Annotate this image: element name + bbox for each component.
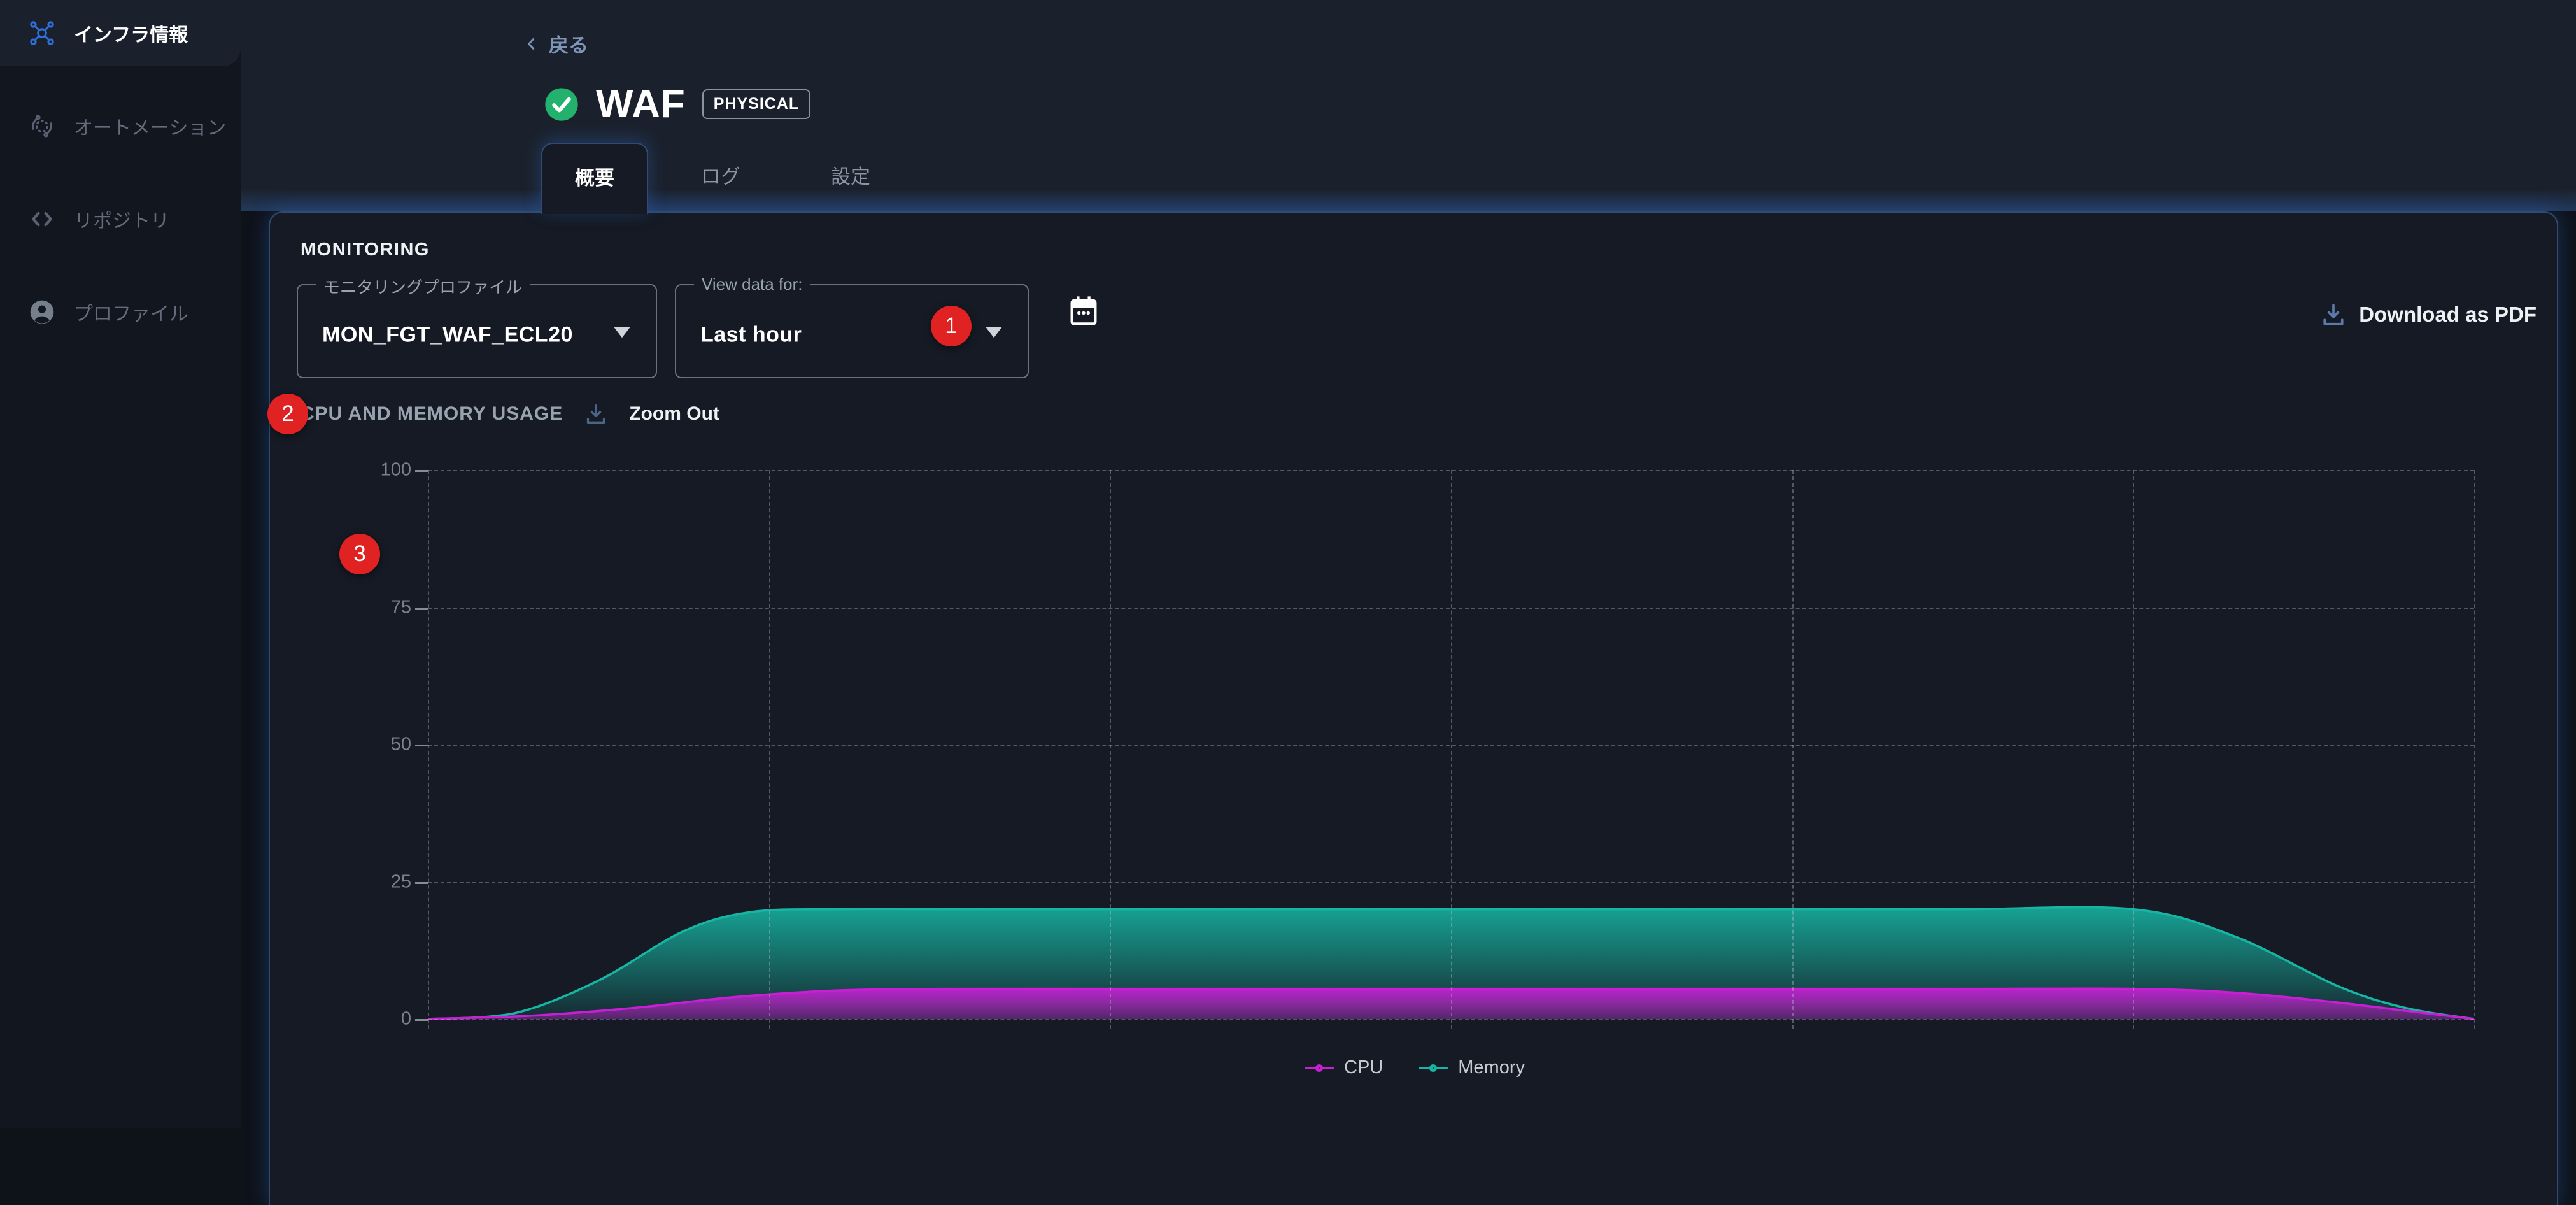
chart-section-header: CPU AND MEMORY USAGE Zoom Out <box>301 401 719 427</box>
network-icon <box>28 19 56 47</box>
y-axis-tick <box>415 470 428 472</box>
chevron-left-icon <box>523 36 540 52</box>
y-axis-tick <box>415 882 428 884</box>
calendar-icon <box>1067 293 1100 329</box>
app-root: { "colors": { "badge-red": "#e02222", "o… <box>0 0 2576 1128</box>
sidebar-item-repository[interactable]: リポジトリ <box>0 186 241 252</box>
dropdown-caret-icon <box>614 327 630 338</box>
sidebar-item-label: プロファイル <box>74 298 188 326</box>
content-header: 戻る WAF PHYSICAL 概要 ログ 設定 <box>241 0 2576 211</box>
y-axis-label: 50 <box>391 734 411 755</box>
monitoring-profile-value: MON_FGT_WAF_ECL20 <box>322 322 573 347</box>
cpu-memory-chart: 0255075100 CPUMemory <box>270 442 2559 1117</box>
page-title: WAF <box>596 82 686 127</box>
x-gridline <box>1451 470 1452 1029</box>
x-gridline <box>1110 470 1111 1029</box>
download-pdf-link[interactable]: Download as PDF <box>2319 301 2537 329</box>
sidebar-item-label: インフラ情報 <box>74 19 188 47</box>
code-brackets-icon <box>28 205 56 233</box>
tab-bar: 概要 ログ 設定 <box>541 143 908 214</box>
tab-settings[interactable]: 設定 <box>793 143 908 211</box>
y-axis-label: 25 <box>391 871 411 892</box>
user-icon <box>28 298 56 326</box>
legend-label: CPU <box>1344 1057 1383 1078</box>
sidebar-item-label: オートメーション <box>74 112 226 140</box>
device-type-badge: PHYSICAL <box>702 89 810 119</box>
y-axis-tick <box>415 745 428 746</box>
sidebar-item-profile[interactable]: プロファイル <box>0 279 241 345</box>
sidebar: インフラ情報 オートメーション リポジトリ プロファイル <box>0 0 241 1128</box>
chart-plot-area[interactable]: 0255075100 <box>428 470 2474 1019</box>
device-title-row: WAF PHYSICAL <box>544 82 810 127</box>
back-link[interactable]: 戻る <box>523 29 588 58</box>
content-panel: MONITORING モニタリングプロファイル MON_FGT_WAF_ECL2… <box>269 211 2558 1205</box>
dropdown-caret-icon <box>986 327 1002 338</box>
annotation-badge-2: 2 <box>267 394 308 434</box>
download-icon <box>2319 301 2347 329</box>
sidebar-item-label: リポジトリ <box>74 205 169 233</box>
automation-icon <box>28 112 56 140</box>
zoom-out-button[interactable]: Zoom Out <box>629 403 719 425</box>
tab-logs[interactable]: ログ <box>663 143 778 211</box>
chart-section-title: CPU AND MEMORY USAGE <box>301 403 563 425</box>
monitoring-profile-label: モニタリングプロファイル <box>316 275 530 298</box>
sidebar-item-infrastructure[interactable]: インフラ情報 <box>0 0 241 66</box>
view-data-for-select[interactable]: View data for: Last hour <box>675 284 1029 378</box>
legend-item-cpu[interactable]: CPU <box>1305 1057 1383 1078</box>
monitoring-section-label: MONITORING <box>301 239 430 260</box>
tab-overview[interactable]: 概要 <box>541 143 648 214</box>
y-axis-label: 0 <box>401 1009 411 1030</box>
legend-label: Memory <box>1458 1057 1525 1078</box>
monitoring-profile-select[interactable]: モニタリングプロファイル MON_FGT_WAF_ECL20 <box>297 284 657 378</box>
sidebar-item-automation[interactable]: オートメーション <box>0 93 241 159</box>
calendar-button[interactable] <box>1067 293 1100 329</box>
view-data-for-value: Last hour <box>700 322 802 347</box>
y-axis-label: 75 <box>391 597 411 618</box>
annotation-badge-1: 1 <box>931 306 972 346</box>
download-pdf-label: Download as PDF <box>2359 303 2537 327</box>
x-gridline <box>2474 470 2475 1029</box>
annotation-badge-3: 3 <box>339 534 380 574</box>
y-axis-tick <box>415 1019 428 1021</box>
legend-marker-icon <box>1419 1062 1448 1074</box>
y-axis-label: 100 <box>381 460 411 481</box>
x-gridline <box>769 470 770 1029</box>
view-data-for-label: View data for: <box>694 275 810 294</box>
chart-legend: CPU Memory <box>270 1057 2559 1078</box>
back-label: 戻る <box>549 29 588 58</box>
x-gridline <box>428 470 429 1029</box>
legend-item-memory[interactable]: Memory <box>1419 1057 1525 1078</box>
x-gridline <box>2133 470 2134 1029</box>
legend-marker-icon <box>1305 1062 1334 1074</box>
status-ok-icon <box>544 87 579 122</box>
x-gridline <box>1792 470 1794 1029</box>
y-axis-tick <box>415 608 428 610</box>
export-chart-icon[interactable] <box>583 401 609 427</box>
